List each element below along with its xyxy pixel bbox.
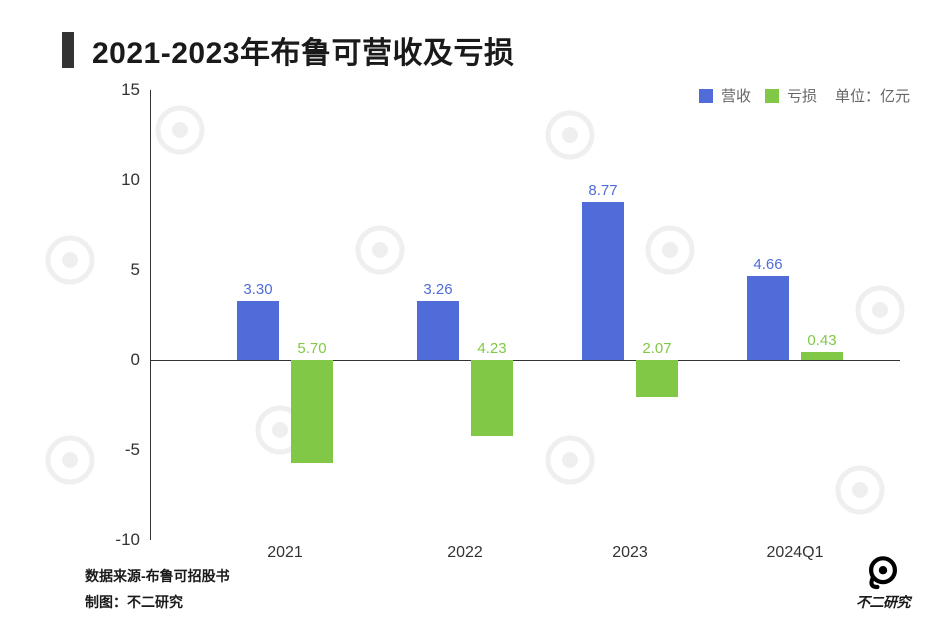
bar-营收 [417, 301, 459, 360]
title-marker [62, 32, 74, 68]
bar-营收 [747, 276, 789, 360]
bar-value-label: 3.30 [243, 281, 272, 298]
y-tick-label: 0 [100, 350, 140, 370]
y-tick-label: -10 [100, 530, 140, 550]
y-tick-label: 10 [100, 170, 140, 190]
x-tick-label: 2021 [267, 544, 303, 562]
bar-value-label: 5.70 [297, 340, 326, 357]
bar-value-label: 3.26 [423, 281, 452, 298]
brand-icon [862, 552, 904, 594]
bar-value-label: 4.66 [753, 256, 782, 273]
y-tick-label: -5 [100, 440, 140, 460]
bar-营收 [582, 202, 624, 360]
data-source: 数据来源-布鲁可招股书 [85, 563, 230, 590]
bar-亏损 [471, 360, 513, 436]
brand-name: 不二研究 [856, 592, 910, 612]
plot-region: -10-505101520213.305.7020223.264.2320238… [150, 90, 900, 540]
footer: 数据来源-布鲁可招股书 制图：不二研究 [85, 563, 230, 616]
x-tick-label: 2024Q1 [767, 544, 824, 562]
bar-value-label: 0.43 [807, 332, 836, 349]
bar-亏损 [291, 360, 333, 463]
bar-营收 [237, 301, 279, 360]
x-axis [150, 360, 900, 361]
chart-credit: 制图：不二研究 [85, 589, 230, 616]
x-tick-label: 2022 [447, 544, 483, 562]
bar-value-label: 2.07 [642, 340, 671, 357]
bar-亏损 [801, 352, 843, 360]
bar-亏损 [636, 360, 678, 397]
y-tick-label: 15 [100, 80, 140, 100]
y-axis [150, 90, 151, 540]
watermark [40, 230, 100, 290]
bar-value-label: 4.23 [477, 340, 506, 357]
chart-title: 2021-2023年布鲁可营收及亏损 [92, 28, 514, 72]
x-tick-label: 2023 [612, 544, 648, 562]
chart-title-bar: 2021-2023年布鲁可营收及亏损 [62, 28, 514, 72]
brand-logo: 不二研究 [856, 552, 910, 612]
y-tick-label: 5 [100, 260, 140, 280]
chart-area: -10-505101520213.305.7020223.264.2320238… [100, 80, 900, 550]
bar-value-label: 8.77 [588, 182, 617, 199]
watermark [40, 430, 100, 490]
